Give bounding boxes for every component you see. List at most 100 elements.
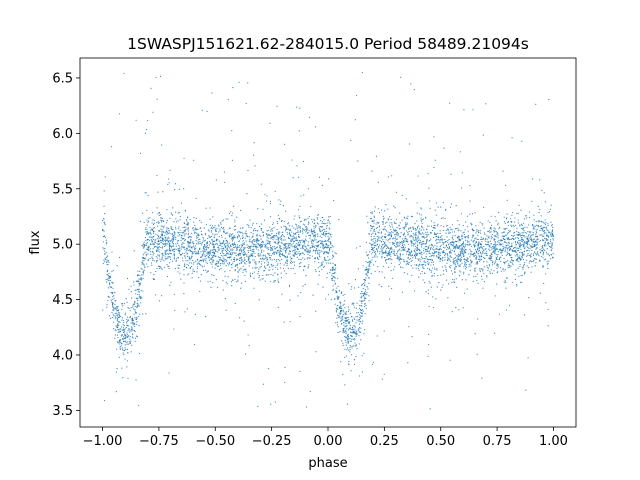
data-point <box>480 245 482 248</box>
data-point <box>398 264 400 266</box>
data-point <box>394 254 396 257</box>
data-point <box>140 278 142 280</box>
data-point <box>161 220 163 222</box>
data-point <box>107 279 109 282</box>
data-point <box>309 235 311 237</box>
data-point <box>480 258 483 260</box>
data-point <box>165 230 167 232</box>
data-point <box>423 257 425 260</box>
data-point <box>480 236 482 238</box>
data-point <box>381 255 383 258</box>
data-point <box>206 271 208 273</box>
data-point <box>401 258 403 260</box>
data-point <box>248 261 250 263</box>
data-point <box>399 243 401 245</box>
data-point <box>497 251 500 253</box>
data-point <box>457 260 459 262</box>
data-point <box>481 253 483 255</box>
data-point <box>116 334 118 336</box>
data-point <box>332 289 334 292</box>
data-point <box>428 269 431 271</box>
data-point <box>252 267 254 269</box>
data-point <box>285 228 287 230</box>
data-point <box>332 250 334 252</box>
data-point <box>145 231 147 233</box>
data-point <box>435 236 437 238</box>
data-point <box>373 250 375 252</box>
data-point <box>447 283 450 285</box>
data-point <box>217 248 220 250</box>
data-point <box>459 248 461 250</box>
data-point <box>486 238 488 240</box>
data-point <box>414 290 416 292</box>
data-point <box>169 217 171 219</box>
data-point <box>163 220 165 223</box>
data-point <box>489 232 491 234</box>
data-point <box>514 278 516 281</box>
data-point <box>408 227 410 229</box>
data-point <box>225 264 227 267</box>
data-point <box>234 302 236 305</box>
data-point <box>464 237 467 239</box>
data-point <box>383 217 385 219</box>
data-point <box>222 242 224 245</box>
data-point <box>219 248 221 250</box>
data-point <box>391 259 393 261</box>
data-point <box>369 218 372 220</box>
data-point <box>536 228 538 230</box>
data-point <box>414 222 416 225</box>
data-point <box>445 269 447 271</box>
data-point <box>468 274 470 276</box>
data-point <box>254 252 256 254</box>
data-point <box>468 253 470 255</box>
data-point <box>321 233 323 235</box>
data-point <box>141 268 143 270</box>
data-point <box>410 230 412 232</box>
data-point <box>112 269 114 272</box>
data-point <box>495 231 497 233</box>
data-point <box>511 211 514 214</box>
data-point <box>360 339 362 341</box>
data-point <box>257 254 259 256</box>
data-point <box>283 236 285 238</box>
data-point <box>403 228 406 230</box>
data-point <box>422 227 424 229</box>
data-point <box>401 247 403 249</box>
data-point <box>279 252 281 254</box>
data-point <box>439 246 441 248</box>
data-point <box>236 216 238 218</box>
data-point <box>420 273 422 275</box>
data-point <box>103 230 105 232</box>
data-point <box>367 275 369 277</box>
data-point <box>407 263 410 265</box>
data-point <box>481 240 483 243</box>
data-point <box>522 266 525 268</box>
data-point <box>213 249 215 251</box>
data-point <box>506 227 508 229</box>
data-point <box>364 292 366 294</box>
data-point <box>549 242 551 245</box>
data-point <box>528 224 530 226</box>
data-point <box>424 246 427 248</box>
data-point <box>214 243 217 245</box>
data-point <box>353 331 356 333</box>
data-point <box>532 260 534 262</box>
data-point <box>164 241 167 243</box>
data-point <box>550 249 552 251</box>
data-point <box>280 238 282 240</box>
data-point <box>149 251 152 253</box>
data-point <box>171 226 173 228</box>
data-point <box>422 236 424 238</box>
data-point <box>519 259 522 261</box>
data-point <box>413 234 415 236</box>
data-point <box>235 255 237 257</box>
data-point <box>494 240 496 243</box>
data-point <box>436 286 438 288</box>
data-point <box>209 224 211 227</box>
data-point <box>503 238 506 241</box>
data-point <box>230 256 232 258</box>
data-point <box>123 330 126 332</box>
data-point <box>285 251 287 253</box>
data-point <box>178 211 180 214</box>
data-point <box>285 245 287 248</box>
